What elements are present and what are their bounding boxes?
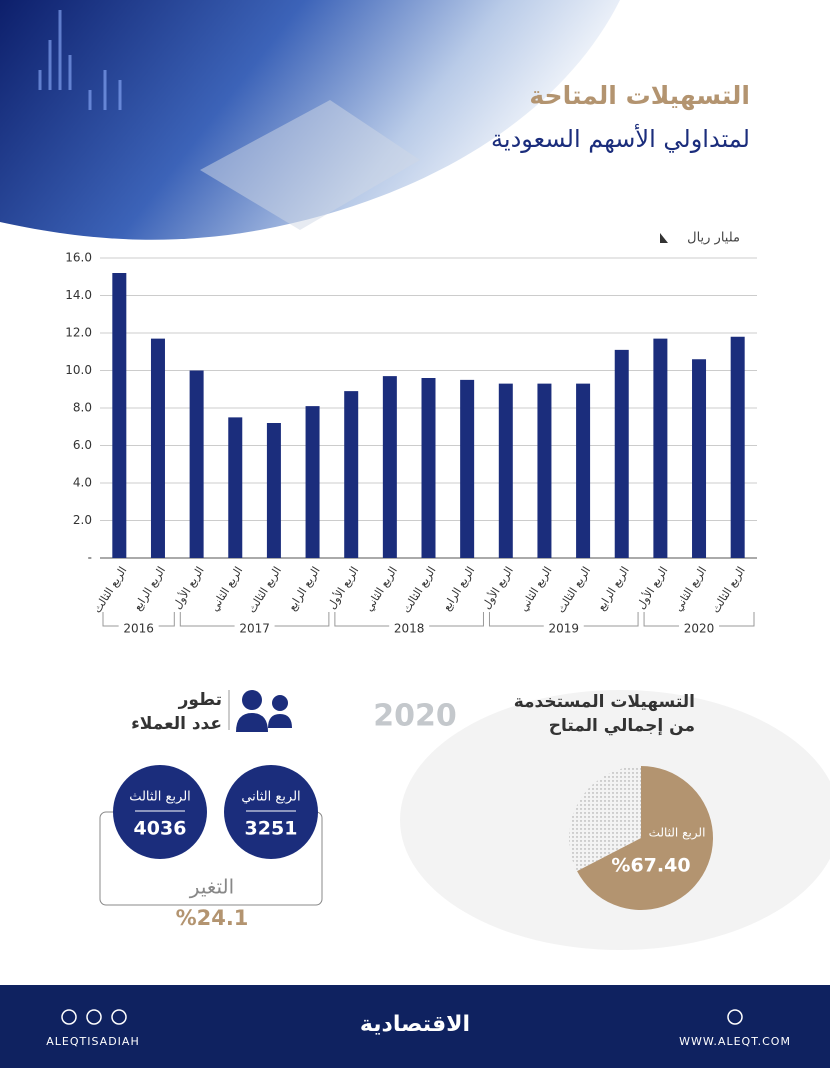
year-label: 2019 xyxy=(548,622,579,636)
bar xyxy=(382,376,397,558)
year-label: 2016 xyxy=(123,622,154,636)
footer-handle: ALEQTISADIAH xyxy=(46,1035,139,1048)
title: التسهيلات المتاحة xyxy=(529,81,750,111)
quarter-label: الربع الثاني xyxy=(241,790,300,805)
y-tick-label: 4.0 xyxy=(73,476,92,490)
x-tick-label: الربع الرابع xyxy=(440,564,477,613)
arrow-icon xyxy=(660,233,668,243)
y-tick-label: 16.0 xyxy=(65,251,92,265)
x-tick-label: الربع الأول xyxy=(324,564,361,612)
x-tick-label: الربع الثاني xyxy=(208,564,246,613)
pie-slice xyxy=(577,765,714,910)
customers-title: تطور xyxy=(178,690,222,710)
year-gap xyxy=(234,620,275,634)
social-icons[interactable] xyxy=(61,1009,743,1025)
header-decoration xyxy=(38,10,122,110)
box-gap xyxy=(170,880,254,900)
pie-value-label: %67.40 xyxy=(611,855,690,877)
x-tick-label: الربع الثاني xyxy=(362,564,400,613)
pie-category: الربع الثالث xyxy=(649,826,706,841)
highlight-year: 2020 xyxy=(373,699,457,734)
quarter-circle xyxy=(113,765,207,859)
bar xyxy=(614,349,629,558)
y-tick-label: 12.0 xyxy=(65,326,92,340)
bar xyxy=(692,359,707,558)
bar xyxy=(460,379,475,558)
y-tick-label: 14.0 xyxy=(65,288,92,302)
bar xyxy=(653,338,668,558)
x-tick-label: الربع الثالث xyxy=(709,564,748,615)
bar xyxy=(228,417,243,558)
year-gap xyxy=(679,620,720,634)
bar xyxy=(498,383,513,558)
pie-slice xyxy=(569,766,641,872)
customers-title: عدد العملاء xyxy=(131,714,222,734)
y-tick-label: - xyxy=(88,551,92,565)
y-tick-label: 2.0 xyxy=(73,513,92,527)
header-decoration xyxy=(200,100,420,230)
quarter-value: 4036 xyxy=(134,818,187,840)
quarter-circle xyxy=(224,765,318,859)
x-tick-label: الربع الثالث xyxy=(555,564,594,615)
x-tick-label: الربع الثالث xyxy=(245,564,284,615)
change-label: التغير xyxy=(189,875,234,899)
pie-title: التسهيلات المستخدمة xyxy=(514,692,695,712)
bar xyxy=(112,273,127,558)
x-tick-label: الربع الأول xyxy=(170,564,207,612)
people-icon xyxy=(236,690,292,732)
pie-title: من إجمالي المتاح xyxy=(549,716,695,736)
bar xyxy=(537,383,552,558)
change-value: %24.1 xyxy=(176,906,249,930)
x-tick-label: الربع الرابع xyxy=(595,564,632,613)
year-label: 2018 xyxy=(394,622,425,636)
x-tick-label: الربع الرابع xyxy=(285,564,322,613)
year-label: 2017 xyxy=(239,622,270,636)
bar xyxy=(189,370,204,558)
x-tick-label: الربع الأول xyxy=(633,564,670,612)
subtitle: لمتداولي الأسهم السعودية xyxy=(491,124,750,153)
x-tick-label: الربع الثاني xyxy=(517,564,555,613)
bar xyxy=(305,406,320,558)
x-tick-label: الربع الرابع xyxy=(131,564,168,613)
bar xyxy=(730,336,745,558)
y-axis-label: مليار ريال xyxy=(687,231,740,246)
y-tick-label: 8.0 xyxy=(73,401,92,415)
x-tick-label: الربع الثاني xyxy=(671,564,709,613)
y-tick-label: 6.0 xyxy=(73,438,92,452)
bar xyxy=(421,378,436,558)
year-gap xyxy=(118,620,159,634)
year-label: 2020 xyxy=(684,622,715,636)
quarter-label: الربع الثالث xyxy=(129,790,191,805)
footer xyxy=(0,985,830,1068)
footer-brand: الاقتصادية xyxy=(360,1012,470,1037)
bar xyxy=(150,338,165,558)
bar xyxy=(266,423,281,558)
x-tick-label: الربع الثالث xyxy=(91,564,130,615)
bar xyxy=(344,391,359,558)
year-gap xyxy=(543,620,584,634)
footer-website[interactable]: WWW.ALEQT.COM xyxy=(679,1035,791,1048)
x-tick-label: الربع الأول xyxy=(479,564,516,612)
bar xyxy=(576,383,591,558)
year-gap xyxy=(389,620,430,634)
y-tick-label: 10.0 xyxy=(65,363,92,377)
x-tick-label: الربع الثالث xyxy=(400,564,439,615)
quarter-value: 3251 xyxy=(245,818,298,840)
